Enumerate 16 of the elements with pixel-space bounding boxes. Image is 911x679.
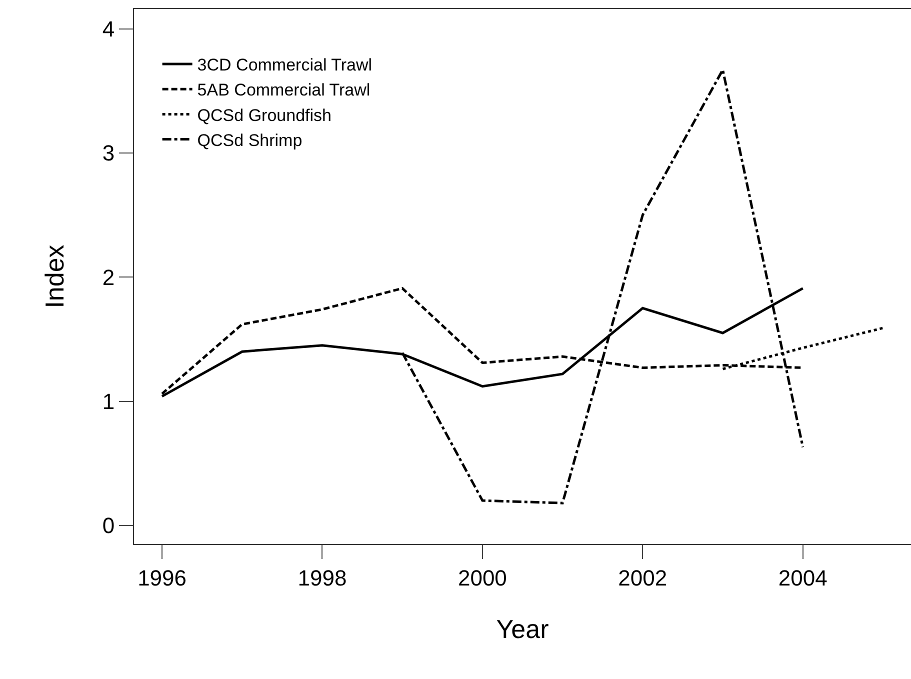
- x-axis-title: Year: [496, 614, 550, 644]
- legend-label: 5AB Commercial Trawl: [197, 80, 370, 100]
- legend-label: QCSd Shrimp: [197, 130, 302, 150]
- y-axis-title: Index: [40, 244, 70, 308]
- x-tick-label: 2004: [778, 565, 828, 590]
- y-tick-label: 1: [102, 388, 115, 414]
- x-tick-label: 2002: [618, 565, 668, 590]
- y-tick-label: 3: [102, 140, 115, 166]
- x-tick-label: 1998: [298, 565, 347, 590]
- legend-label: QCSd Groundfish: [197, 106, 332, 125]
- x-tick-label: 1996: [138, 565, 187, 590]
- x-tick-label: 2000: [458, 565, 507, 590]
- y-tick-label: 4: [102, 16, 115, 42]
- y-tick-label: 0: [102, 513, 115, 538]
- y-tick-label: 2: [102, 264, 115, 290]
- legend-label: 3CD Commercial Trawl: [197, 56, 372, 75]
